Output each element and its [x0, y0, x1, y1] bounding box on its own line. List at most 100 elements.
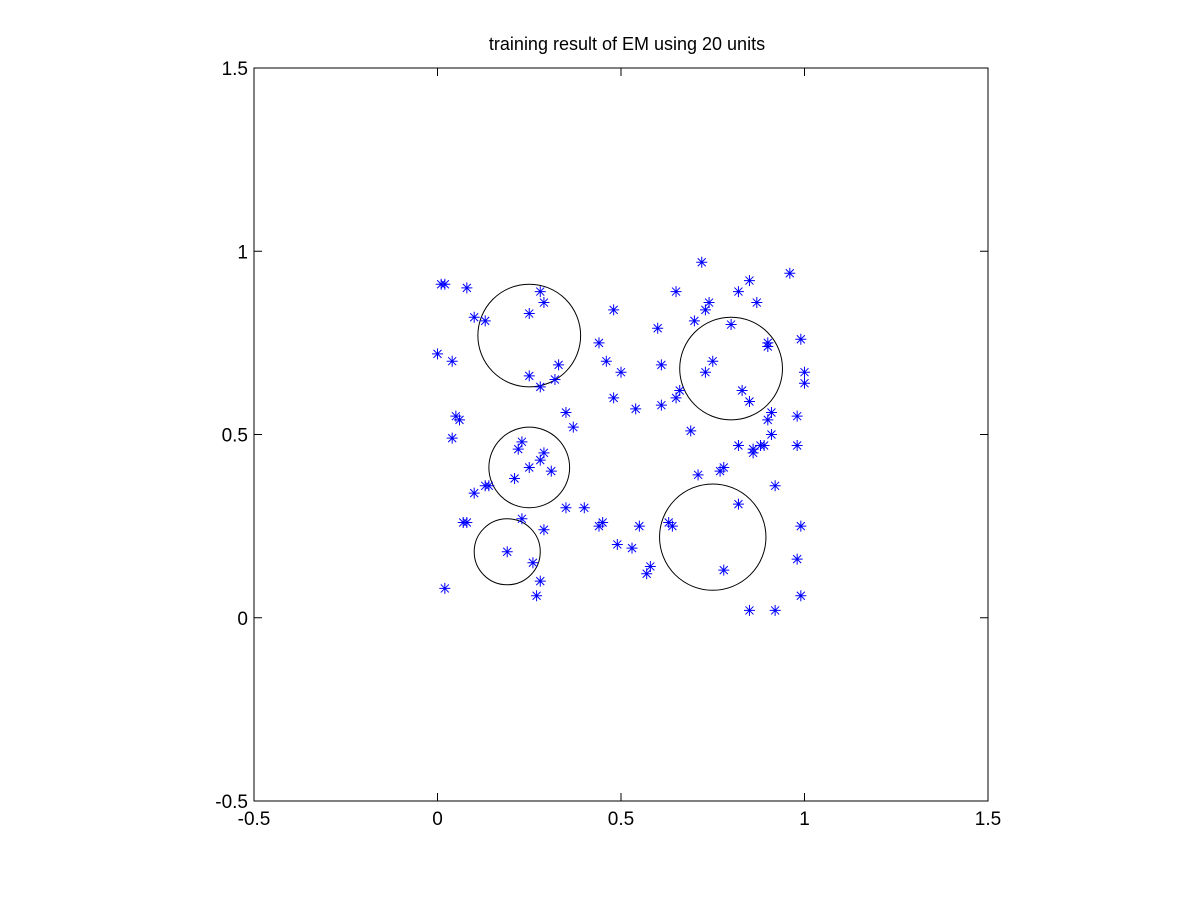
- data-point-marker: [615, 366, 627, 378]
- data-point-marker: [549, 374, 561, 386]
- data-point-marker: [696, 256, 708, 268]
- data-point-marker: [446, 355, 458, 367]
- data-point-marker: [784, 267, 796, 279]
- data-point-marker: [534, 454, 546, 466]
- y-tick-label: 0.5: [222, 426, 248, 447]
- data-point-marker: [516, 513, 528, 525]
- data-point-marker: [578, 502, 590, 514]
- data-point-marker: [743, 396, 755, 408]
- data-point-marker: [769, 480, 781, 492]
- data-point-marker: [454, 414, 466, 426]
- unit-circle: [679, 316, 783, 421]
- data-point-marker: [666, 520, 678, 532]
- data-point-marker: [560, 407, 572, 419]
- data-point-marker: [567, 421, 579, 433]
- data-point-marker: [461, 282, 473, 294]
- data-point-marker: [718, 461, 730, 473]
- plot-area: -0.5 0 0.5 1 1.5 -0.5 0 0.5 1 1.5: [215, 59, 1001, 830]
- data-point-marker: [468, 487, 480, 499]
- data-point-marker: [795, 333, 807, 345]
- data-point-marker: [560, 502, 572, 514]
- data-point-marker: [736, 385, 748, 397]
- data-point-marker: [688, 315, 700, 327]
- data-point-marker: [699, 304, 711, 316]
- data-point-marker: [439, 582, 451, 594]
- data-point-marker: [626, 542, 638, 554]
- data-point-marker: [523, 461, 535, 473]
- data-point-marker: [538, 447, 550, 459]
- data-point-marker: [593, 337, 605, 349]
- data-point-marker: [692, 469, 704, 481]
- data-point-marker: [762, 341, 774, 353]
- data-point-marker: [670, 392, 682, 404]
- data-point-marker: [461, 516, 473, 528]
- y-tick-label: 0: [237, 609, 248, 630]
- data-point-marker: [652, 322, 664, 334]
- data-point-marker: [758, 439, 770, 451]
- data-point-marker: [630, 403, 642, 415]
- data-point-marker: [534, 575, 546, 587]
- data-point-marker: [608, 304, 620, 316]
- data-point-marker: [791, 410, 803, 422]
- x-tick-label: 0: [432, 809, 443, 830]
- data-point-marker: [531, 590, 543, 602]
- data-point-marker: [432, 348, 443, 360]
- data-point-marker: [479, 315, 491, 327]
- x-tick-label: 1: [799, 809, 810, 830]
- data-point-marker: [765, 407, 777, 419]
- data-point-marker: [655, 399, 667, 411]
- data-point-marker: [703, 297, 715, 309]
- data-point-marker: [633, 520, 645, 532]
- data-point-marker: [534, 286, 546, 298]
- data-point-marker: [732, 286, 744, 298]
- data-point-marker: [707, 355, 719, 367]
- unit-circle: [477, 283, 582, 388]
- data-point-marker: [538, 524, 550, 536]
- data-point-marker: [732, 498, 744, 510]
- data-point-marker: [538, 297, 550, 309]
- data-point-marker: [743, 275, 755, 287]
- data-point-marker: [791, 553, 803, 565]
- data-point-marker: [516, 436, 528, 448]
- data-point-marker: [765, 429, 777, 440]
- x-tick-label: 0.5: [608, 809, 634, 830]
- data-point-marker: [791, 439, 803, 451]
- unit-circle: [488, 426, 571, 509]
- data-point-marker: [545, 465, 557, 477]
- data-point-marker: [512, 443, 524, 455]
- data-point-marker: [769, 604, 781, 616]
- data-point-marker: [527, 557, 539, 569]
- data-point-marker: [762, 414, 774, 426]
- x-tick-label: 1.5: [975, 809, 1001, 830]
- data-point-marker: [553, 359, 565, 371]
- data-point-marker: [608, 392, 620, 404]
- data-point-marker: [699, 366, 711, 378]
- data-point-marker: [597, 516, 609, 528]
- data-point-marker: [468, 311, 480, 323]
- y-tick-label: 1: [237, 242, 248, 263]
- unit-circle: [473, 518, 541, 586]
- data-point-marker: [600, 355, 612, 367]
- data-point-marker: [501, 546, 513, 558]
- unit-circle: [659, 483, 767, 591]
- x-tick-label: -0.5: [238, 809, 271, 830]
- data-point-marker: [718, 564, 730, 576]
- data-point-marker: [670, 286, 682, 298]
- data-point-marker: [435, 278, 447, 290]
- data-point-marker: [641, 568, 653, 580]
- data-point-marker: [611, 538, 623, 550]
- data-point-marker: [743, 604, 755, 616]
- data-point-marker: [534, 381, 546, 393]
- data-point-marker: [795, 520, 807, 532]
- data-point-marker: [685, 425, 697, 437]
- y-tick-label: 1.5: [222, 59, 248, 80]
- data-point-marker: [509, 472, 521, 484]
- data-point-marker: [644, 560, 656, 572]
- data-point-marker: [751, 297, 763, 309]
- data-point-marker: [655, 359, 667, 371]
- y-tick-label: -0.5: [215, 792, 248, 813]
- chart-title: training result of EM using 20 units: [489, 34, 765, 54]
- data-point-marker: [795, 590, 807, 602]
